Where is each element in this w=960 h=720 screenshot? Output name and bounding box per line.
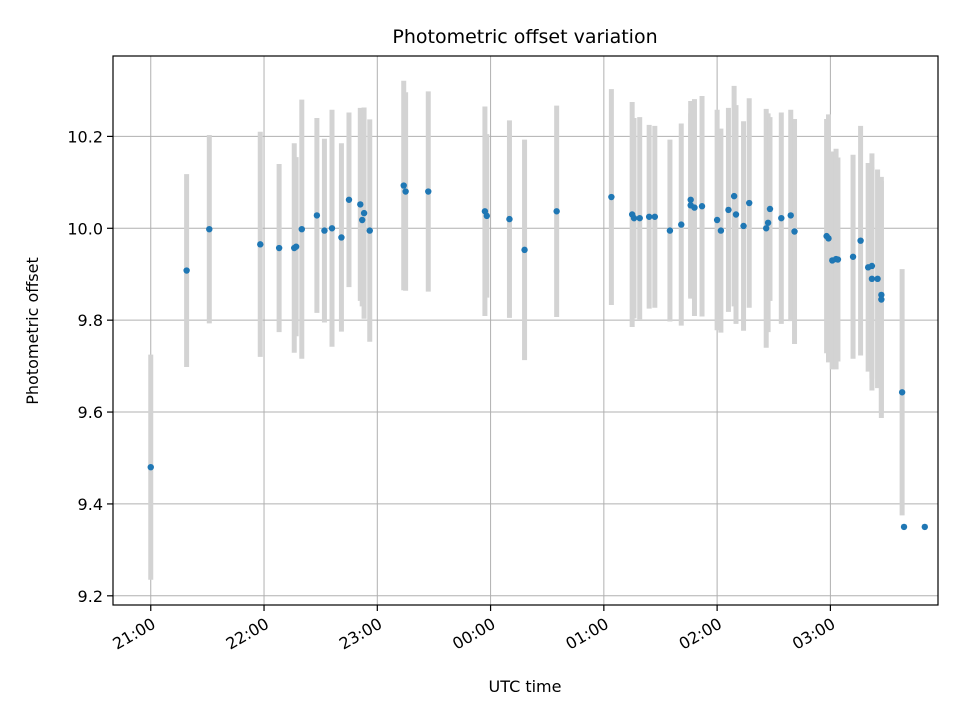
data-point (746, 199, 753, 207)
y-tick-label: 9.4 (78, 495, 103, 514)
data-point (713, 216, 721, 224)
data-point (857, 237, 864, 244)
data-point (732, 211, 740, 218)
data-point (321, 227, 328, 234)
data-point (878, 291, 885, 299)
data-point (636, 214, 643, 222)
data-point (275, 244, 283, 252)
x-tick-label: 21:00 (109, 614, 158, 654)
data-point (666, 227, 674, 234)
data-point (825, 235, 832, 242)
data-point (730, 192, 738, 200)
x-tick-label: 00:00 (449, 614, 498, 654)
y-axis-ticks: 9.2 9.4 9.6 9.8 10.0 10.2 (67, 127, 113, 606)
data-point (740, 222, 747, 230)
data-point (357, 201, 364, 208)
data-point (345, 196, 353, 203)
data-point (645, 213, 653, 220)
data-point (717, 227, 725, 234)
data-point (868, 262, 876, 270)
data-point (338, 234, 345, 241)
data-point (898, 389, 906, 396)
data-point (483, 212, 490, 220)
data-point (764, 219, 772, 226)
error-bar-layer (148, 80, 905, 580)
data-point (687, 196, 694, 203)
y-tick-label: 9.2 (78, 587, 103, 606)
data-point (553, 208, 560, 215)
data-point (521, 246, 528, 254)
y-tick-label: 9.6 (78, 403, 103, 422)
data-point (678, 221, 685, 228)
x-tick-label: 23:00 (336, 614, 385, 654)
data-point (366, 227, 373, 234)
data-point (358, 216, 366, 224)
data-point (763, 225, 770, 232)
data-point (292, 243, 300, 250)
x-tick-label: 03:00 (789, 614, 838, 654)
data-point (868, 275, 876, 283)
data-point (787, 212, 794, 219)
data-point (691, 204, 698, 211)
data-point-layer (147, 182, 928, 531)
data-point (608, 193, 615, 201)
data-point (402, 188, 409, 195)
data-point (147, 463, 154, 471)
data-point (878, 296, 885, 303)
data-point (360, 209, 368, 217)
y-tick-label: 10.0 (67, 219, 103, 238)
x-axis-ticks: 21:00 22:00 23:00 00:00 01:00 02:00 03:00 (109, 605, 838, 654)
data-point (400, 182, 407, 189)
data-point (425, 188, 432, 195)
x-axis-title: UTC time (489, 677, 562, 696)
x-tick-label: 02:00 (676, 614, 725, 654)
data-point (725, 206, 732, 214)
data-point (698, 203, 706, 210)
data-point (506, 215, 513, 223)
plot-area-frame (112, 55, 939, 606)
data-point (651, 213, 659, 220)
y-axis-title: Photometric offset (23, 257, 42, 405)
data-point (766, 205, 774, 213)
data-point (206, 225, 213, 233)
data-point (900, 523, 908, 531)
y-tick-label: 9.8 (78, 311, 103, 330)
y-tick-label: 10.2 (67, 127, 103, 146)
data-point (257, 241, 264, 248)
data-point (834, 256, 842, 263)
data-point (183, 267, 190, 274)
data-point (791, 228, 798, 235)
data-point (630, 214, 638, 222)
data-point (313, 212, 321, 219)
data-point (298, 225, 305, 233)
data-point (874, 275, 881, 283)
chart-title: Photometric offset variation (392, 26, 657, 48)
data-point (328, 225, 336, 232)
data-point (849, 253, 857, 260)
data-point (778, 214, 785, 222)
x-tick-label: 22:00 (223, 614, 272, 654)
x-tick-label: 01:00 (562, 614, 611, 654)
data-point (921, 523, 928, 531)
